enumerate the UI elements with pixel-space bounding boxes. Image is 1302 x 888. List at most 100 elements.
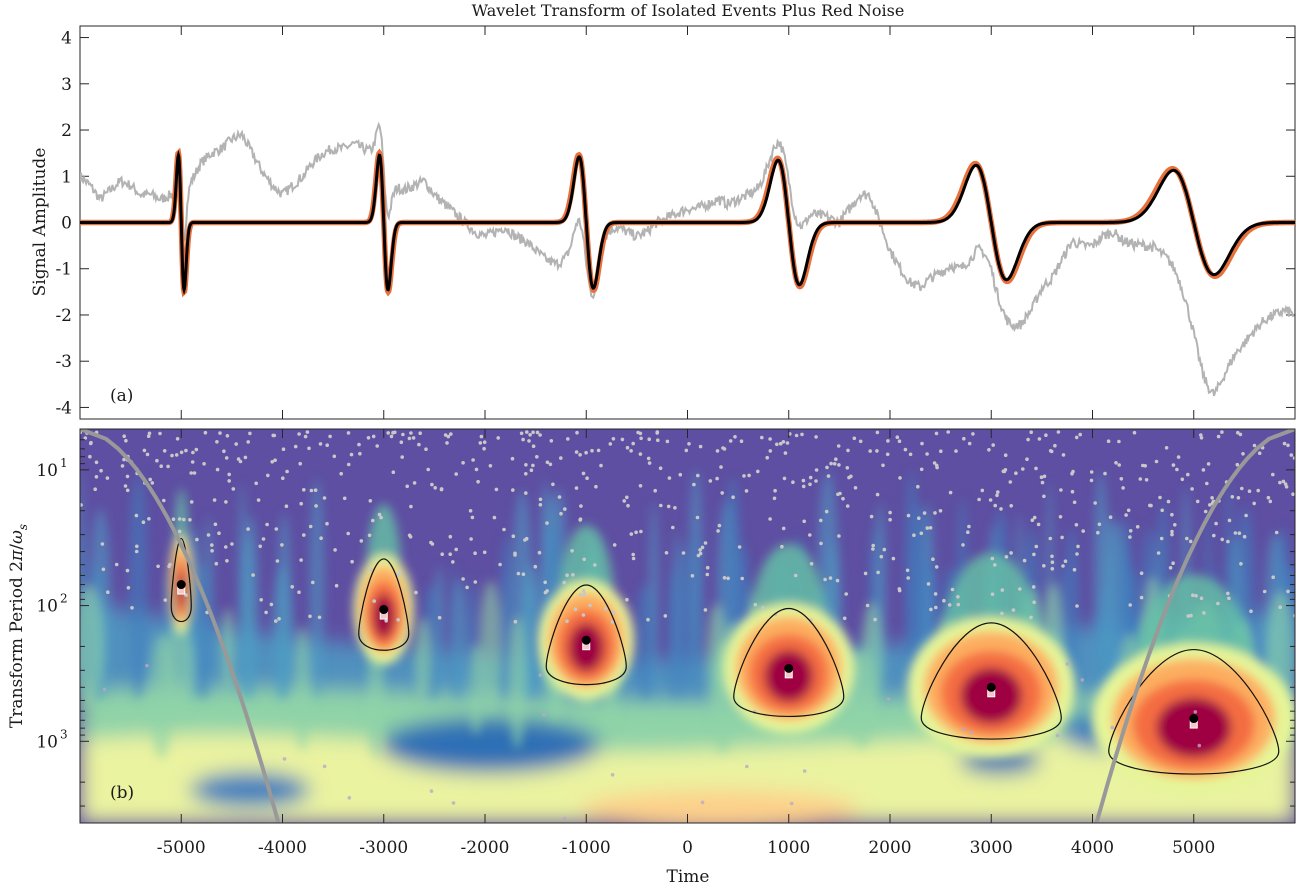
noise-maximum-dot — [328, 434, 332, 439]
noise-maximum-dot — [772, 496, 777, 501]
noise-maximum-dot — [917, 516, 921, 520]
noise-maximum-dot — [384, 619, 389, 623]
noise-maximum-dot — [869, 514, 874, 519]
noise-maximum-dot — [1132, 430, 1137, 435]
noise-maximum-dot — [1292, 456, 1295, 460]
noise-maximum-dot — [745, 764, 749, 769]
noise-maximum-dot — [1271, 472, 1275, 477]
noise-maximum-dot — [719, 465, 723, 469]
noise-maximum-dot — [130, 606, 134, 610]
noise-maximum-dot — [1036, 522, 1041, 527]
noise-maximum-dot — [656, 438, 660, 443]
x-tick-label: 3000 — [970, 838, 1013, 858]
noise-maximum-dot — [1026, 437, 1030, 442]
noise-maximum-dot — [590, 448, 594, 453]
noise-maximum-dot — [1170, 532, 1174, 537]
noise-maximum-dot — [1119, 477, 1124, 481]
noise-maximum-dot — [667, 476, 672, 480]
noise-maximum-dot — [246, 527, 250, 531]
noise-maximum-dot — [510, 456, 515, 461]
noise-maximum-dot — [1029, 615, 1033, 620]
noise-maximum-dot — [838, 491, 842, 496]
noise-maximum-dot — [873, 617, 877, 622]
noise-maximum-dot — [470, 515, 475, 520]
noise-maximum-dot — [293, 444, 298, 449]
noise-maximum-dot — [731, 495, 735, 500]
panel-b-xlabel: Time — [667, 867, 710, 887]
noise-maximum-dot — [829, 461, 833, 466]
noise-maximum-dot — [400, 455, 405, 459]
noise-maximum-dot — [258, 544, 263, 549]
noise-maximum-dot — [492, 515, 497, 520]
noise-maximum-dot — [593, 563, 597, 567]
noise-maximum-dot — [919, 467, 924, 472]
noise-maximum-dot — [664, 551, 669, 555]
heatmap-streak — [277, 513, 292, 700]
noise-maximum-dot — [468, 509, 473, 513]
noise-maximum-dot — [906, 513, 911, 518]
noise-maximum-dot — [236, 457, 241, 461]
noise-maximum-dot — [611, 437, 616, 441]
noise-maximum-dot — [739, 439, 744, 444]
noise-maximum-dot — [349, 452, 354, 457]
noise-maximum-dot — [105, 476, 110, 480]
noise-maximum-dot — [259, 598, 264, 602]
noise-maximum-dot — [744, 489, 749, 493]
noise-maximum-dot — [1158, 495, 1162, 500]
noise-maximum-dot — [299, 558, 303, 562]
noise-maximum-dot — [969, 730, 973, 735]
noise-maximum-dot — [988, 498, 993, 502]
panel-b-x-axis: -5000 -4000 -3000 -2000 -1000 0 1000 2000 3000 40… — [157, 429, 1215, 858]
noise-maximum-dot — [737, 545, 742, 549]
noise-maximum-dot — [523, 538, 527, 542]
noise-maximum-dot — [721, 446, 725, 450]
noise-maximum-dot — [954, 449, 958, 453]
noise-maximum-dot — [227, 479, 231, 483]
noise-maximum-dot — [280, 543, 284, 547]
noise-maximum-dot — [837, 534, 841, 538]
noise-maximum-dot — [1268, 499, 1273, 504]
noise-maximum-dot — [841, 496, 845, 501]
noise-maximum-dot — [482, 440, 487, 445]
noise-maximum-dot — [1242, 534, 1247, 539]
noise-maximum-dot — [88, 454, 92, 459]
noise-maximum-dot — [942, 598, 946, 603]
noise-maximum-dot — [224, 500, 228, 504]
noise-maximum-dot — [473, 580, 478, 584]
noise-maximum-dot — [1171, 463, 1176, 467]
noise-maximum-dot — [206, 533, 211, 537]
noise-maximum-dot — [881, 463, 885, 468]
noise-maximum-dot — [203, 430, 208, 435]
noise-maximum-dot — [1042, 494, 1046, 499]
heatmap-streak-green — [479, 580, 502, 715]
noise-maximum-dot — [171, 517, 176, 521]
noise-maximum-dot — [871, 543, 875, 548]
noise-maximum-dot — [1230, 495, 1235, 499]
noise-maximum-dot — [934, 565, 939, 569]
noise-maximum-dot — [622, 499, 626, 503]
noise-maximum-dot — [845, 504, 850, 508]
noise-maximum-dot — [700, 545, 705, 550]
noise-maximum-dot — [448, 534, 453, 539]
noise-maximum-dot — [1199, 436, 1204, 440]
noise-maximum-dot — [885, 452, 890, 457]
noise-maximum-dot — [1014, 471, 1018, 476]
noise-maximum-dot — [875, 492, 880, 497]
noise-maximum-dot — [1185, 536, 1189, 541]
noise-maximum-dot — [925, 526, 930, 530]
noise-maximum-dot — [1060, 535, 1064, 540]
heatmap-streak-green — [469, 643, 483, 736]
noise-maximum-dot — [747, 473, 751, 478]
noise-maximum-dot — [168, 562, 172, 567]
ridge-maximum-marker — [986, 682, 996, 692]
noise-maximum-dot — [837, 463, 841, 467]
noise-maximum-dot — [389, 434, 394, 439]
noise-maximum-dot — [192, 471, 197, 475]
noise-maximum-dot — [454, 547, 459, 552]
noise-maximum-dot — [835, 578, 840, 583]
noise-maximum-dot — [934, 431, 939, 436]
noise-maximum-dot — [961, 727, 966, 732]
noise-maximum-dot — [625, 495, 629, 500]
noise-maximum-dot — [266, 473, 270, 478]
